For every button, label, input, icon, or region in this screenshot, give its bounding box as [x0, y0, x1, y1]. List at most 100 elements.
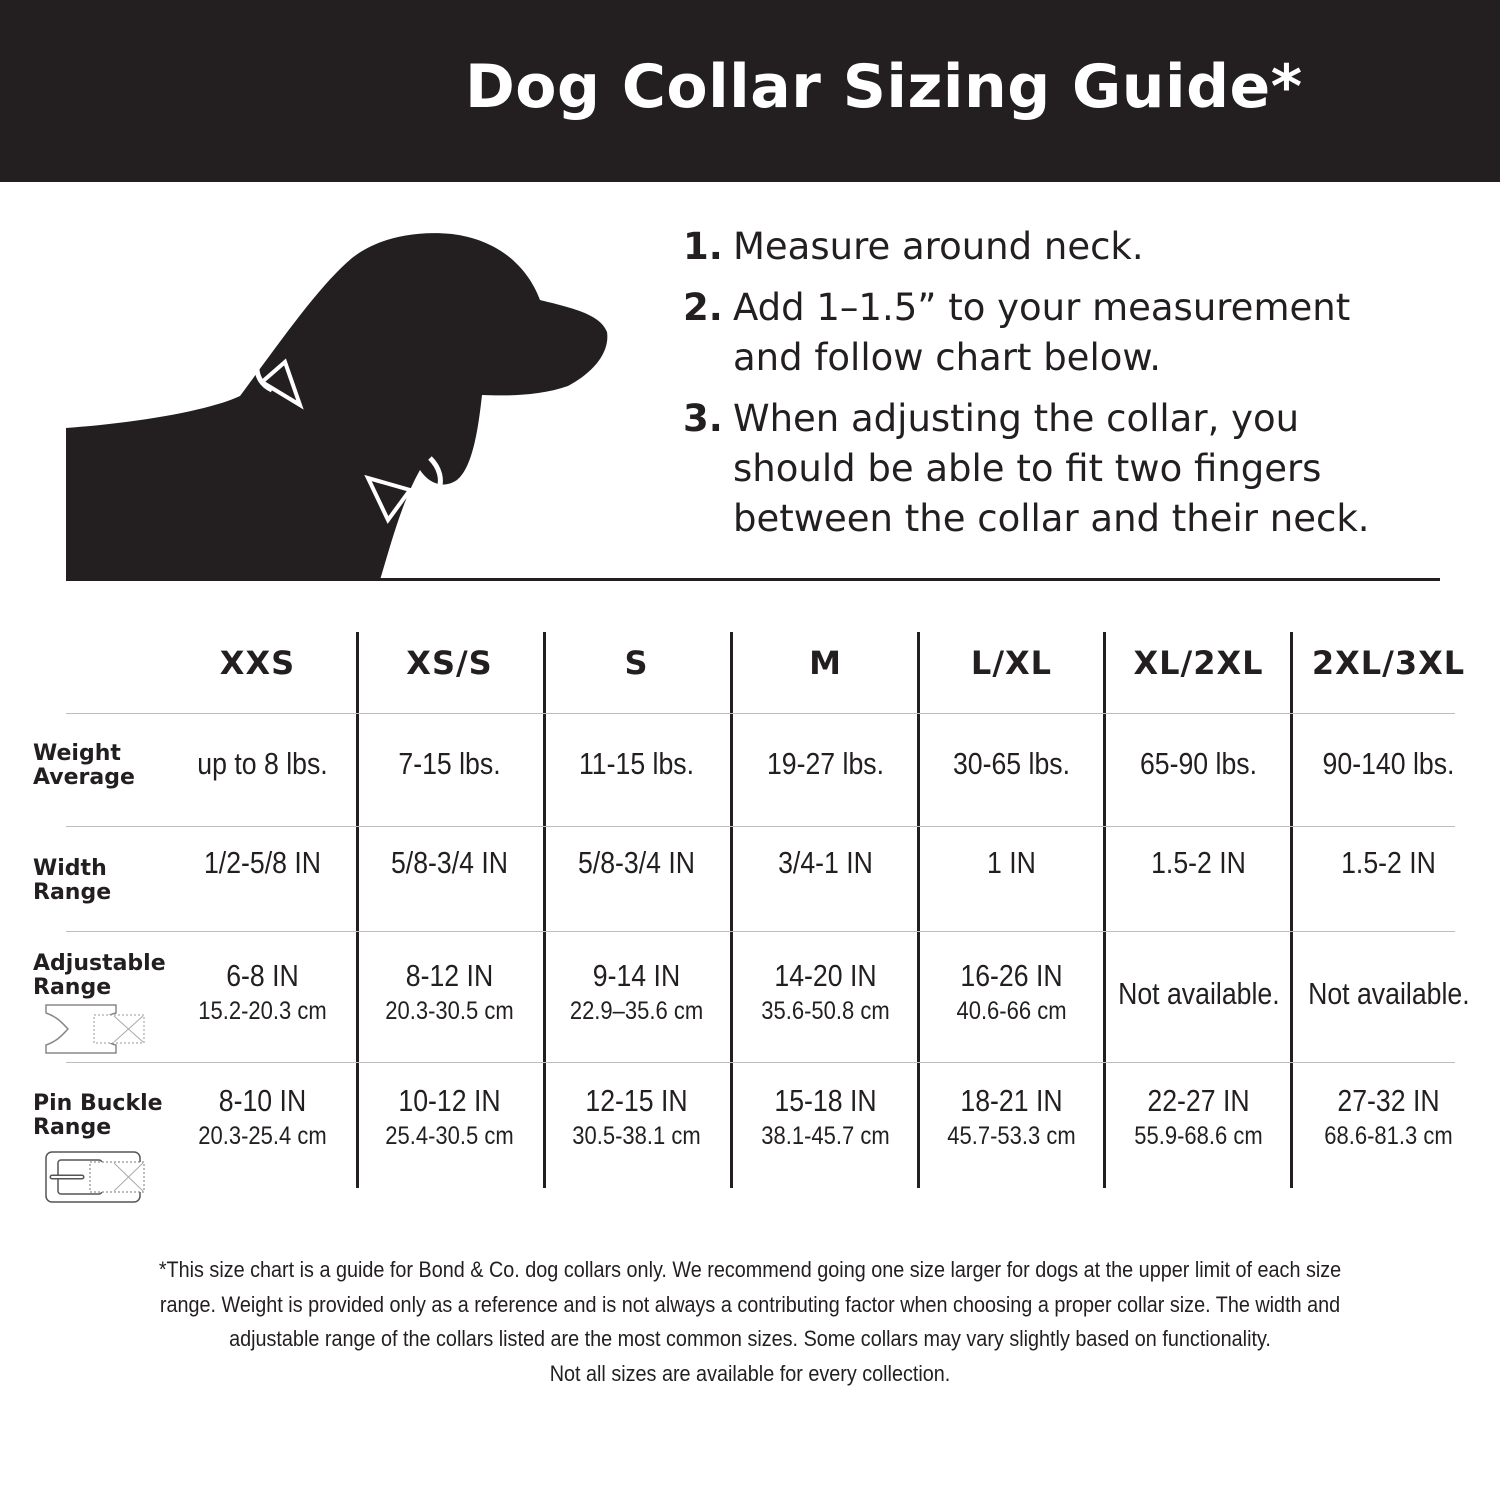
step-text: When adjusting the collar, you should be… [733, 397, 1370, 540]
table-cell: 14-20 IN 35.6-50.8 cm [732, 958, 919, 1028]
row-label: Pin Buckle Range [33, 1091, 163, 1140]
size-header: L/XL [970, 644, 1053, 682]
cell-value: 30-65 lbs. [952, 746, 1071, 781]
cell-value: 16-26 IN [960, 958, 1063, 993]
cell-value: 1.5-2 IN [1151, 845, 1246, 880]
table-cell: 9-14 IN 22.9–35.6 cm [543, 958, 730, 1028]
row-divider [66, 713, 1455, 714]
cell-value: 15-18 IN [774, 1083, 877, 1118]
header-bar: Dog Collar Sizing Guide* [0, 0, 1500, 182]
table-cell: 5/8-3/4 IN [356, 845, 543, 881]
table-cell: 30-65 lbs. [918, 746, 1105, 782]
size-header: XS/S [406, 644, 493, 682]
cell-metric: 45.7-53.3 cm [947, 1122, 1076, 1150]
measure-arrows-icon [254, 335, 443, 524]
cell-metric: 20.3-25.4 cm [198, 1122, 327, 1150]
step-text: Add 1–1.5” to your measurement and follo… [733, 286, 1351, 379]
cell-value: Not available. [1118, 976, 1280, 1011]
cell-metric: 25.4-30.5 cm [385, 1122, 514, 1150]
row-label: Adjustable Range [33, 951, 166, 1000]
cell-value: 8-10 IN [218, 1083, 307, 1118]
table-cell: 7-15 lbs. [356, 746, 543, 782]
table-cell: 1.5-2 IN [1295, 845, 1482, 881]
cell-value: 18-21 IN [960, 1083, 1063, 1118]
cell-value: 14-20 IN [774, 958, 877, 993]
cell-value: Not available. [1308, 976, 1470, 1011]
cell-value: 1/2-5/8 IN [203, 845, 322, 880]
cell-metric: 40.6-66 cm [956, 997, 1067, 1025]
table-cell: 11-15 lbs. [543, 746, 730, 782]
table-cell: 15-18 IN 38.1-45.7 cm [732, 1083, 919, 1153]
cell-metric: 35.6-50.8 cm [761, 997, 890, 1025]
table-cell: 27-32 IN 68.6-81.3 cm [1295, 1083, 1482, 1153]
table-cell: 18-21 IN 45.7-53.3 cm [918, 1083, 1105, 1153]
cell-metric: 22.9–35.6 cm [569, 997, 704, 1025]
table-cell: 22-27 IN 55.9-68.6 cm [1105, 1083, 1292, 1153]
step-number: 2. [683, 286, 723, 329]
cell-value: 5/8-3/4 IN [577, 845, 696, 880]
cell-value: 22-27 IN [1147, 1083, 1250, 1118]
column-divider [730, 632, 733, 1188]
table-cell: 12-15 IN 30.5-38.1 cm [543, 1083, 730, 1153]
cell-value: 90-140 lbs. [1322, 746, 1455, 781]
cell-value: 9-14 IN [592, 958, 681, 993]
table-cell: 90-140 lbs. [1295, 746, 1482, 782]
table-cell: 5/8-3/4 IN [543, 845, 730, 881]
size-header: M [809, 644, 842, 682]
step-number: 1. [683, 225, 723, 268]
table-cell: 1/2-5/8 IN [169, 845, 356, 881]
table-cell: 8-10 IN 20.3-25.4 cm [169, 1083, 356, 1153]
size-header: 2XL/3XL [1311, 644, 1466, 682]
row-divider [66, 1062, 1455, 1063]
cell-value: 8-12 IN [405, 958, 494, 993]
cell-value: 5/8-3/4 IN [390, 845, 509, 880]
footnote-line: Not all sizes are available for every co… [549, 1360, 951, 1386]
footnote-line: *This size chart is a guide for Bond & C… [158, 1257, 1342, 1282]
column-divider [917, 632, 920, 1188]
table-cell: Not available. [1105, 976, 1292, 1012]
footnote-line: range. Weight is provided only as a refe… [159, 1291, 1341, 1317]
table-cell: 8-12 IN 20.3-30.5 cm [356, 958, 543, 1028]
row-label: Width Range [33, 856, 112, 905]
step-text: Measure around neck. [733, 225, 1144, 268]
table-cell: 1.5-2 IN [1105, 845, 1292, 881]
step-number: 3. [683, 397, 723, 440]
cell-value: 12-15 IN [585, 1083, 688, 1118]
row-divider [66, 931, 1455, 932]
column-divider [543, 632, 546, 1188]
size-header: XL/2XL [1133, 644, 1264, 682]
cell-metric: 20.3-30.5 cm [385, 997, 514, 1025]
row-label: Weight Average [33, 741, 135, 790]
table-cell: up to 8 lbs. [169, 746, 356, 782]
instruction-step: 3. When adjusting the collar, you should… [683, 394, 1433, 544]
instruction-step: 1. Measure around neck. [683, 222, 1433, 272]
size-header: XXS [219, 644, 296, 682]
dog-silhouette-icon [66, 233, 608, 580]
table-cell: 1 IN [918, 845, 1105, 881]
table-cell: 10-12 IN 25.4-30.5 cm [356, 1083, 543, 1153]
table-cell: 19-27 lbs. [732, 746, 919, 782]
table-cell: Not available. [1295, 976, 1482, 1012]
cell-value: 1 IN [987, 845, 1036, 880]
page-title: Dog Collar Sizing Guide* [465, 52, 1303, 122]
table-cell: 6-8 IN 15.2-20.3 cm [169, 958, 356, 1028]
cell-metric: 55.9-68.6 cm [1134, 1122, 1263, 1150]
cell-value: up to 8 lbs. [197, 746, 328, 781]
instruction-step: 2. Add 1–1.5” to your measurement and fo… [683, 283, 1393, 383]
cell-value: 6-8 IN [226, 958, 299, 993]
cell-metric: 15.2-20.3 cm [198, 997, 327, 1025]
table-cell: 65-90 lbs. [1105, 746, 1292, 782]
cell-value: 19-27 lbs. [766, 746, 885, 781]
column-divider [356, 632, 359, 1188]
size-header: S [624, 644, 649, 682]
column-divider [1103, 632, 1106, 1188]
row-divider [66, 826, 1455, 827]
cell-value: 10-12 IN [398, 1083, 501, 1118]
footnote-line: adjustable range of the collars listed a… [229, 1326, 1271, 1351]
table-cell: 3/4-1 IN [732, 845, 919, 881]
cell-value: 65-90 lbs. [1139, 746, 1258, 781]
instructions-list: 1. Measure around neck. 2. Add 1–1.5” to… [683, 222, 1433, 555]
column-divider [1290, 632, 1293, 1188]
cell-value: 11-15 lbs. [578, 746, 695, 781]
